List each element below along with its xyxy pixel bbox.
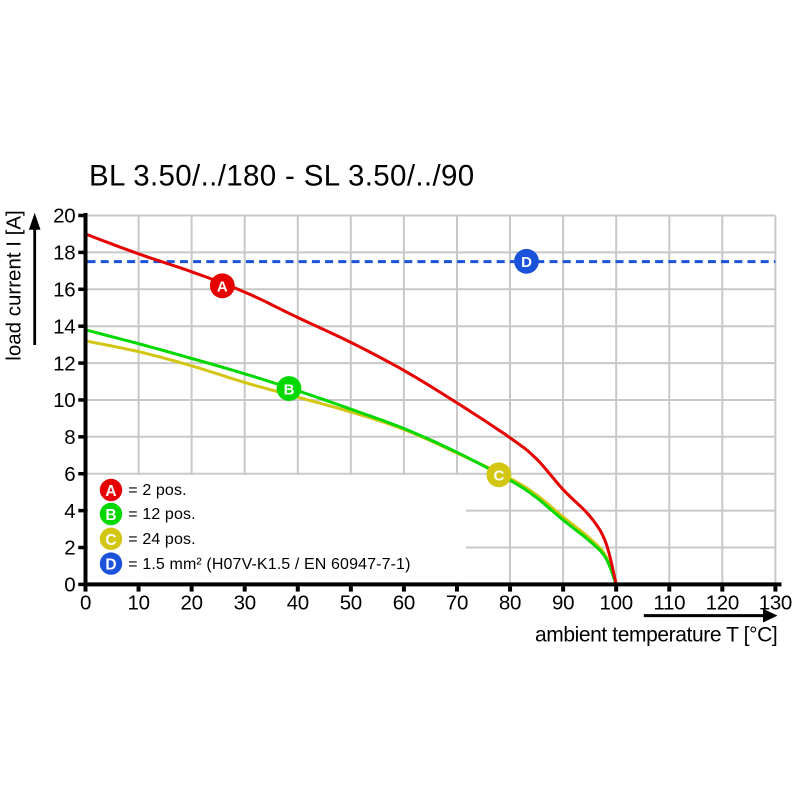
svg-text:6: 6 bbox=[64, 463, 75, 486]
svg-text:100: 100 bbox=[600, 592, 633, 615]
svg-text:18: 18 bbox=[53, 242, 75, 265]
svg-text:20: 20 bbox=[180, 592, 202, 615]
svg-text:= 1.5 mm² (H07V-K1.5 / EN 6094: = 1.5 mm² (H07V-K1.5 / EN 60947-7-1) bbox=[128, 556, 410, 573]
svg-text:= 24 pos.: = 24 pos. bbox=[128, 531, 195, 548]
svg-text:0: 0 bbox=[64, 574, 75, 597]
svg-text:10: 10 bbox=[127, 592, 149, 615]
svg-text:2: 2 bbox=[64, 537, 75, 560]
svg-text:A: A bbox=[105, 483, 116, 500]
svg-text:40: 40 bbox=[287, 592, 309, 615]
svg-text:D: D bbox=[521, 254, 532, 271]
svg-text:0: 0 bbox=[80, 592, 91, 615]
svg-text:load current I [A]: load current I [A] bbox=[3, 210, 26, 360]
svg-text:60: 60 bbox=[393, 592, 415, 615]
svg-text:120: 120 bbox=[706, 592, 739, 615]
svg-text:14: 14 bbox=[53, 315, 75, 338]
svg-text:C: C bbox=[105, 532, 116, 549]
svg-text:ambient temperature T [°C]: ambient temperature T [°C] bbox=[535, 623, 777, 646]
svg-text:90: 90 bbox=[552, 592, 574, 615]
svg-text:110: 110 bbox=[653, 592, 685, 615]
svg-text:70: 70 bbox=[446, 592, 468, 615]
svg-text:16: 16 bbox=[53, 279, 75, 302]
svg-text:BL 3.50/../180 - SL 3.50/../90: BL 3.50/../180 - SL 3.50/../90 bbox=[89, 160, 475, 193]
svg-text:D: D bbox=[105, 557, 116, 574]
svg-text:12: 12 bbox=[53, 352, 75, 375]
svg-text:8: 8 bbox=[64, 426, 75, 449]
svg-text:30: 30 bbox=[234, 592, 256, 615]
svg-text:A: A bbox=[217, 279, 228, 296]
svg-text:50: 50 bbox=[340, 592, 362, 615]
svg-text:B: B bbox=[105, 507, 116, 524]
svg-text:130: 130 bbox=[759, 592, 792, 615]
svg-text:= 12 pos.: = 12 pos. bbox=[128, 506, 195, 523]
svg-text:C: C bbox=[493, 468, 504, 485]
svg-text:= 2 pos.: = 2 pos. bbox=[128, 482, 186, 499]
svg-text:B: B bbox=[284, 381, 295, 398]
svg-text:20: 20 bbox=[53, 205, 75, 228]
svg-text:4: 4 bbox=[64, 500, 75, 523]
svg-text:80: 80 bbox=[499, 592, 521, 615]
svg-text:10: 10 bbox=[53, 389, 75, 412]
